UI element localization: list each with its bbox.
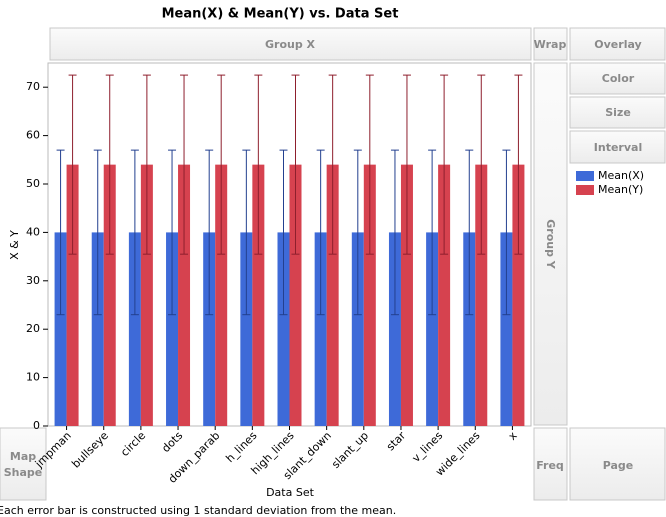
bar — [463, 232, 476, 426]
size-label: Size — [605, 106, 631, 119]
error-bar — [390, 149, 399, 316]
x-tick-label: h_lines — [223, 429, 259, 465]
error-bar — [502, 149, 511, 316]
y-tick-label: 50 — [26, 177, 40, 190]
freq-zone[interactable] — [533, 427, 568, 501]
y-tick-label: 60 — [26, 129, 40, 142]
interval-label: Interval — [594, 141, 642, 154]
error-bar — [402, 74, 411, 255]
y-tick-label: 40 — [26, 225, 40, 238]
y-tick-label: 30 — [26, 274, 40, 287]
wrap-label: Wrap — [534, 38, 567, 51]
error-bar — [428, 149, 437, 316]
error-bar — [168, 149, 177, 316]
bar — [203, 232, 216, 426]
map-label: Map — [10, 450, 36, 463]
error-bar — [353, 149, 362, 316]
y-axis-title: X & Y — [8, 230, 21, 260]
error-bar — [93, 149, 102, 316]
bar — [66, 164, 79, 426]
bar — [475, 164, 488, 426]
x-axis-title: Data Set — [266, 486, 315, 499]
chart-title: Mean(X) & Mean(Y) vs. Data Set — [162, 7, 399, 22]
error-bar — [328, 74, 337, 255]
wrap-zone[interactable] — [533, 27, 568, 61]
overlay-zone[interactable] — [569, 27, 666, 61]
group-y-zone[interactable] — [533, 62, 568, 426]
bar — [326, 164, 339, 426]
error-bar — [242, 149, 251, 316]
bar — [128, 232, 141, 426]
bar — [91, 232, 104, 426]
bar — [277, 232, 290, 426]
bar — [388, 232, 401, 426]
page-label: Page — [603, 459, 634, 472]
bar — [54, 232, 67, 426]
x-tick-label: dots — [159, 429, 185, 455]
bar — [400, 164, 413, 426]
x-tick-label: circle — [118, 429, 148, 459]
legend-swatch — [576, 185, 594, 195]
footnote: Each error bar is constructed using 1 st… — [0, 504, 396, 517]
bar — [240, 232, 253, 426]
error-bar — [477, 74, 486, 255]
bar — [103, 164, 116, 426]
overlay-label: Overlay — [594, 38, 641, 51]
bar — [289, 164, 302, 426]
bar — [140, 164, 153, 426]
error-bar — [142, 74, 151, 255]
y-tick-label: 70 — [26, 80, 40, 93]
legend-label: Mean(Y) — [598, 183, 643, 196]
error-bar — [279, 149, 288, 316]
error-bar — [105, 74, 114, 255]
bar — [512, 164, 525, 426]
y-tick-label: 0 — [33, 419, 40, 432]
error-bar — [205, 149, 214, 316]
color-zone[interactable] — [569, 62, 666, 95]
bar — [314, 232, 327, 426]
group-x-zone[interactable] — [49, 27, 532, 61]
bar — [215, 164, 228, 426]
bar — [178, 164, 191, 426]
x-tick-label: v_lines — [410, 429, 446, 465]
legend-swatch — [576, 171, 594, 181]
error-bar — [440, 74, 449, 255]
x-tick-label: bullseye — [69, 429, 111, 471]
error-bar — [130, 149, 139, 316]
size-zone[interactable] — [569, 96, 666, 129]
x-tick-label: slant_up — [329, 429, 371, 471]
group-x-label: Group X — [265, 38, 316, 51]
group-y-label: Group Y — [544, 219, 557, 270]
shape-label: Shape — [4, 466, 43, 479]
freq-label: Freq — [536, 459, 564, 472]
error-bar — [291, 74, 300, 255]
bar — [166, 232, 179, 426]
color-label: Color — [602, 72, 635, 85]
x-tick-label: star — [384, 429, 409, 454]
error-bar — [217, 74, 226, 255]
error-bar — [316, 149, 325, 316]
error-bar — [56, 149, 65, 316]
error-bar — [365, 74, 374, 255]
error-bar — [254, 74, 263, 255]
bar — [252, 164, 265, 426]
map-shape-zone[interactable] — [0, 427, 47, 501]
bar — [363, 164, 376, 426]
y-tick-label: 10 — [26, 371, 40, 384]
bar — [351, 232, 364, 426]
error-bar — [465, 149, 474, 316]
x-tick-label: x — [506, 429, 520, 443]
y-tick-label: 20 — [26, 322, 40, 335]
bar — [438, 164, 451, 426]
legend-label: Mean(X) — [598, 169, 644, 182]
error-bar — [514, 74, 523, 255]
error-bar — [68, 74, 77, 255]
bar — [500, 232, 513, 426]
error-bar — [180, 74, 189, 255]
bar — [426, 232, 439, 426]
page-zone[interactable] — [569, 427, 666, 501]
interval-zone[interactable] — [569, 130, 666, 164]
